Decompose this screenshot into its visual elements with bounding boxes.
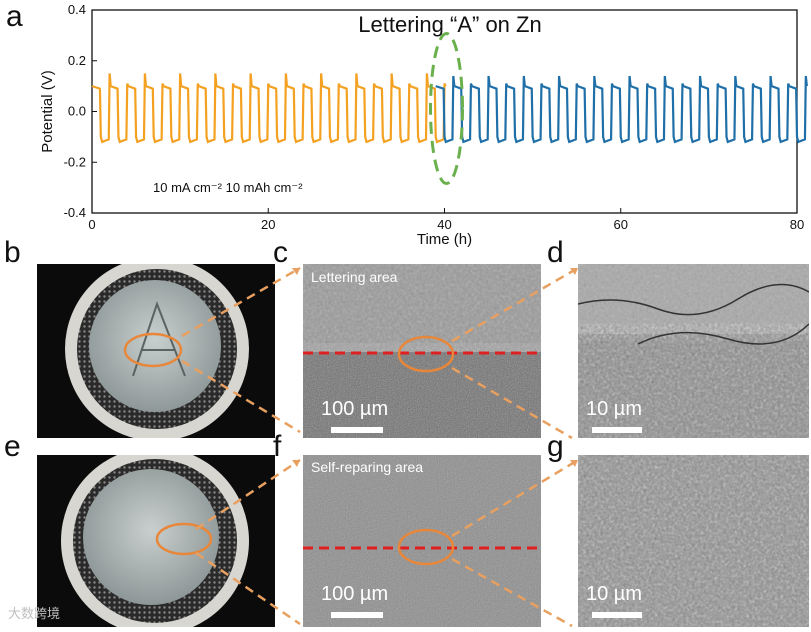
panel-label-e: e: [4, 430, 21, 463]
chart-annotation: 10 mA cm⁻² 10 mAh cm⁻²: [153, 180, 303, 195]
x-tick-label: 40: [437, 217, 451, 232]
scale-bar-100um-c: [331, 427, 383, 433]
arrowhead-f-top: [292, 460, 300, 467]
zn-disk-lettering-illustration: [65, 257, 249, 441]
panel-label-c: c: [273, 236, 288, 269]
highlight-ellipse: [429, 32, 464, 185]
y-tick-label: 0.0: [68, 104, 86, 119]
x-tick-label: 20: [261, 217, 275, 232]
x-axis-label: Time (h): [417, 231, 472, 248]
scale-label-10um-g: 10 µm: [586, 583, 642, 605]
arrowhead-c-top: [292, 268, 300, 275]
panel-label-a: a: [6, 0, 23, 33]
sem-lettering-zoom: 10 µm: [578, 264, 809, 438]
watermark: 大数跨境: [8, 606, 61, 621]
sem-self-repairing-area: Self-reparing area 100 µm: [303, 455, 541, 627]
scale-bar-10um-g: [592, 612, 642, 618]
panel-label-g: g: [547, 430, 564, 463]
y-tick-label: -0.4: [64, 205, 86, 220]
zn-disk-photo-repaired: [37, 447, 275, 632]
y-tick-label: -0.2: [64, 154, 86, 169]
scale-label-100um-c: 100 µm: [321, 398, 389, 420]
panel-label-b: b: [4, 236, 21, 269]
x-tick-label: 60: [614, 217, 628, 232]
y-tick-label: 0.4: [68, 2, 86, 17]
x-tick-label: 0: [88, 217, 95, 232]
scale-bar-10um-d: [592, 427, 642, 433]
sem-caption-lettering: Lettering area: [311, 269, 398, 285]
arrowhead-d-top: [570, 268, 578, 275]
scale-bar-100um-f: [331, 612, 383, 618]
arrowhead-g-top: [570, 460, 578, 467]
series-line-after-lettering: [435, 75, 808, 144]
chart-title: Lettering “A” on Zn: [358, 12, 541, 37]
series-line-before-lettering: [91, 73, 447, 144]
scale-label-10um-d: 10 µm: [586, 398, 642, 420]
sem-lettering-zoom-texture: [578, 264, 809, 438]
x-tick-label: 80: [790, 217, 804, 232]
sem-self-repairing-zoom-texture: [578, 455, 809, 627]
panel-label-d: d: [547, 236, 564, 269]
panel-label-f: f: [273, 430, 282, 463]
sem-lettering-area: Lettering area 100 µm: [303, 264, 541, 438]
y-axis-label: Potential (V): [39, 70, 56, 153]
scale-label-100um-f: 100 µm: [321, 583, 389, 605]
zn-disk-repaired-illustration: [61, 447, 249, 632]
sem-caption-self-repairing: Self-reparing area: [311, 459, 424, 475]
y-tick-label: 0.2: [68, 53, 86, 68]
zn-disk-photo-lettering: [37, 257, 275, 441]
voltage-chart: 0.4 0.2 0.0 -0.2 -0.40 20 40 60 80 Time (h) Potent…: [39, 2, 808, 248]
sem-self-repairing-zoom: 10 µm: [578, 455, 809, 627]
